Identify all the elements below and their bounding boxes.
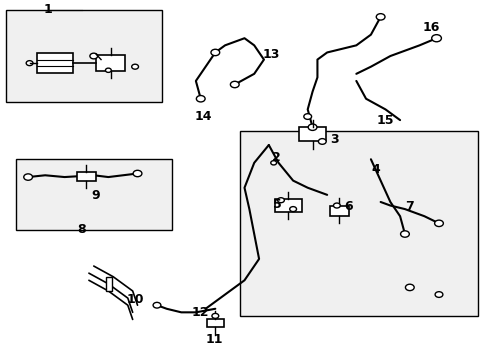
Text: 11: 11	[205, 333, 223, 346]
Circle shape	[434, 220, 443, 226]
Text: 9: 9	[91, 189, 100, 202]
Text: 5: 5	[273, 198, 282, 211]
Circle shape	[131, 64, 138, 69]
Circle shape	[431, 35, 441, 42]
Circle shape	[153, 302, 161, 308]
Circle shape	[270, 161, 276, 165]
Circle shape	[307, 124, 316, 130]
Bar	[274, 199, 301, 212]
Circle shape	[434, 292, 442, 297]
Text: 14: 14	[194, 110, 211, 123]
Circle shape	[196, 95, 204, 102]
Circle shape	[277, 198, 284, 203]
Circle shape	[133, 170, 142, 177]
FancyBboxPatch shape	[239, 131, 477, 316]
Text: 13: 13	[262, 48, 279, 61]
Circle shape	[230, 81, 239, 88]
Text: 16: 16	[422, 21, 440, 34]
Circle shape	[105, 68, 111, 72]
Circle shape	[289, 207, 296, 212]
Text: 3: 3	[329, 133, 338, 146]
Text: 1: 1	[43, 3, 52, 16]
Bar	[96, 55, 125, 71]
Bar	[77, 172, 96, 181]
Circle shape	[318, 139, 325, 144]
Circle shape	[211, 314, 218, 318]
Bar	[206, 319, 224, 328]
Circle shape	[405, 284, 413, 291]
Circle shape	[24, 174, 32, 180]
Bar	[37, 53, 73, 73]
FancyBboxPatch shape	[16, 159, 171, 230]
Text: 10: 10	[126, 293, 143, 306]
Text: 15: 15	[376, 114, 393, 127]
Circle shape	[375, 14, 384, 20]
Bar	[106, 277, 112, 291]
Circle shape	[90, 53, 98, 59]
Circle shape	[210, 49, 219, 56]
Bar	[299, 127, 325, 141]
Circle shape	[303, 114, 311, 120]
Text: 8: 8	[77, 223, 86, 236]
Text: 2: 2	[271, 151, 280, 164]
Text: 7: 7	[405, 200, 413, 213]
Circle shape	[400, 231, 408, 237]
Text: 6: 6	[344, 200, 353, 213]
Text: 4: 4	[371, 163, 379, 176]
FancyBboxPatch shape	[6, 10, 162, 102]
Circle shape	[26, 60, 33, 66]
Text: 12: 12	[192, 306, 209, 319]
Circle shape	[333, 203, 340, 208]
Bar	[329, 206, 348, 216]
